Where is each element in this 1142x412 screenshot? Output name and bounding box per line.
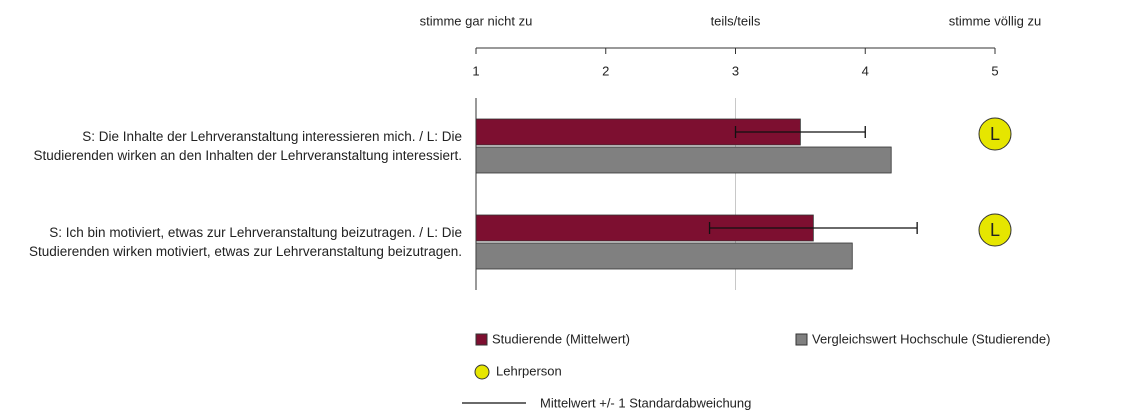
scale-label: stimme gar nicht zu: [420, 13, 533, 28]
teacher-marker: [978, 117, 1012, 151]
legend-swatch: [474, 364, 490, 380]
category-label: S: Die Inhalte der Lehrveranstaltung int…: [33, 129, 462, 163]
bar: [475, 146, 892, 174]
x-tick-label: 2: [602, 63, 609, 78]
scale-label: stimme völlig zu: [949, 13, 1041, 28]
legend-label: Studierende (Mittelwert): [492, 331, 630, 346]
x-tick-label: 3: [732, 63, 739, 78]
error-bar: [734, 126, 866, 138]
scale-label: teils/teils: [711, 13, 761, 28]
legend-swatch: [475, 333, 488, 346]
x-tick-label: 4: [862, 63, 869, 78]
teacher-marker-text: L: [990, 220, 1000, 240]
error-bar: [708, 222, 918, 234]
teacher-marker-text: L: [990, 124, 1000, 144]
legend-label: Vergleichswert Hochschule (Studierende): [812, 331, 1050, 346]
teacher-marker: [978, 213, 1012, 247]
x-tick-label: 1: [472, 63, 479, 78]
category-label: S: Ich bin motiviert, etwas zur Lehrvera…: [29, 225, 462, 259]
legend-swatch: [795, 333, 808, 346]
legend-label: Lehrperson: [496, 363, 562, 378]
bar: [475, 242, 853, 270]
x-tick-label: 5: [991, 63, 998, 78]
legend-label: Mittelwert +/- 1 Standardabweichung: [540, 395, 751, 410]
